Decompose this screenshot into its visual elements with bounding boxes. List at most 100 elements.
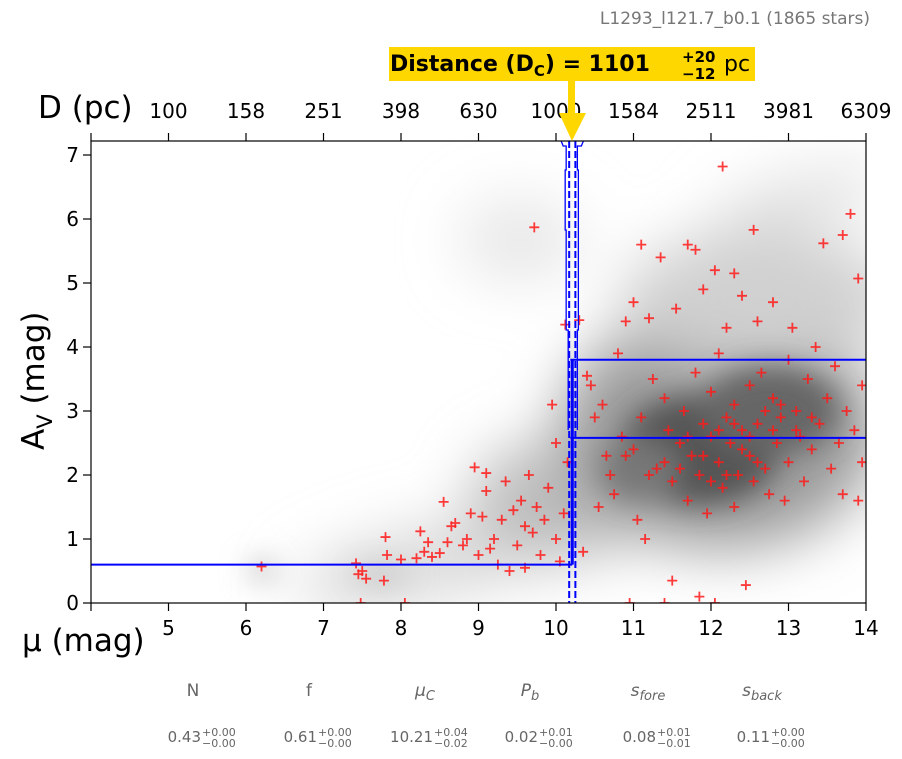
star-point — [396, 554, 406, 565]
star-point — [423, 537, 434, 548]
annotation-arrow-icon — [559, 113, 586, 141]
star-point — [702, 508, 713, 519]
star-point — [620, 450, 631, 461]
star-point — [682, 239, 693, 250]
star-point — [721, 470, 732, 480]
param-plus-error: +0.00 — [318, 726, 352, 739]
star-point — [644, 313, 654, 324]
star-point — [682, 431, 693, 442]
star-point — [768, 393, 778, 404]
star-point — [841, 406, 852, 416]
star-point — [752, 457, 763, 468]
star-point — [380, 532, 391, 543]
top-tick-label: 6309 — [841, 99, 892, 123]
annotation-box — [389, 47, 755, 81]
star-point — [729, 399, 740, 410]
star-point — [764, 489, 775, 500]
star-point — [574, 315, 585, 326]
star-point — [547, 399, 558, 410]
star-point — [845, 208, 856, 219]
star-point — [706, 386, 716, 397]
star-point — [442, 537, 453, 548]
star-point — [853, 495, 864, 506]
top-axis-label: D (pc) — [38, 90, 133, 126]
star-point — [709, 598, 720, 603]
star-point — [768, 425, 778, 436]
star-point — [717, 161, 728, 172]
star-point — [775, 412, 786, 423]
star-point — [756, 367, 767, 378]
star-point — [682, 495, 693, 506]
star-point — [613, 348, 623, 359]
star-point — [814, 418, 825, 429]
x-tick-label: 12 — [698, 616, 723, 640]
star-point — [783, 457, 794, 468]
star-point — [585, 380, 596, 391]
star-point — [721, 412, 732, 423]
star-point — [775, 399, 786, 410]
model-lines — [91, 141, 866, 603]
star-point — [768, 297, 778, 308]
star-point — [516, 495, 527, 506]
x-tick-label: 14 — [853, 616, 878, 640]
top-tick-label: 2511 — [686, 99, 737, 123]
star-point — [351, 558, 362, 569]
star-point — [799, 476, 809, 487]
star-point — [810, 342, 821, 352]
star-point — [609, 489, 620, 500]
top-tick-label: 1584 — [608, 99, 659, 123]
star-point — [558, 508, 569, 519]
distance-label: Distance (DC) = 1101 — [390, 52, 650, 80]
star-point — [411, 553, 422, 564]
star-point — [663, 425, 674, 436]
star-point — [489, 534, 499, 544]
top-tick-label: 251 — [304, 99, 342, 123]
star-point — [256, 561, 267, 572]
star-point — [469, 462, 480, 473]
star-point — [644, 470, 654, 480]
star-point — [698, 284, 709, 295]
x-tick-label: 7 — [317, 616, 330, 640]
star-point — [520, 521, 530, 532]
x-axis-label: μ (mag) — [22, 623, 145, 659]
param-minus-error: −0.00 — [539, 737, 573, 750]
star-point — [822, 393, 833, 404]
star-point — [675, 438, 685, 448]
star-point — [713, 348, 724, 359]
star-point — [791, 406, 802, 416]
star-point — [686, 450, 697, 461]
star-point — [597, 399, 608, 410]
star-point — [427, 551, 437, 562]
star-point — [853, 273, 864, 284]
star-point — [628, 444, 639, 455]
star-point — [415, 526, 426, 537]
star-point — [760, 406, 771, 416]
star-point — [357, 566, 368, 576]
y-tick-label: 2 — [66, 463, 79, 487]
star-point — [752, 418, 763, 429]
top-tick-label: 158 — [227, 99, 265, 123]
star-point — [795, 431, 806, 442]
star-point — [481, 486, 492, 496]
x-tick-label: 10 — [543, 616, 568, 640]
star-point — [733, 470, 744, 480]
star-point — [709, 265, 720, 276]
star-point — [632, 514, 643, 525]
star-point — [504, 566, 515, 576]
param-name: sback — [742, 681, 782, 704]
star-point — [539, 514, 550, 525]
param-value: 10.21 — [390, 728, 433, 746]
distance-plus: +20 — [682, 48, 715, 66]
star-point — [593, 502, 604, 512]
density-background — [91, 141, 866, 603]
star-point — [787, 322, 798, 333]
distance-posterior-outline — [560, 141, 584, 430]
param-name: Pb — [521, 681, 540, 704]
y-tick-label: 4 — [66, 335, 79, 359]
star-point — [620, 316, 631, 327]
param-value: 0.61 — [284, 728, 317, 746]
star-point — [551, 534, 561, 544]
star-point — [647, 374, 658, 384]
